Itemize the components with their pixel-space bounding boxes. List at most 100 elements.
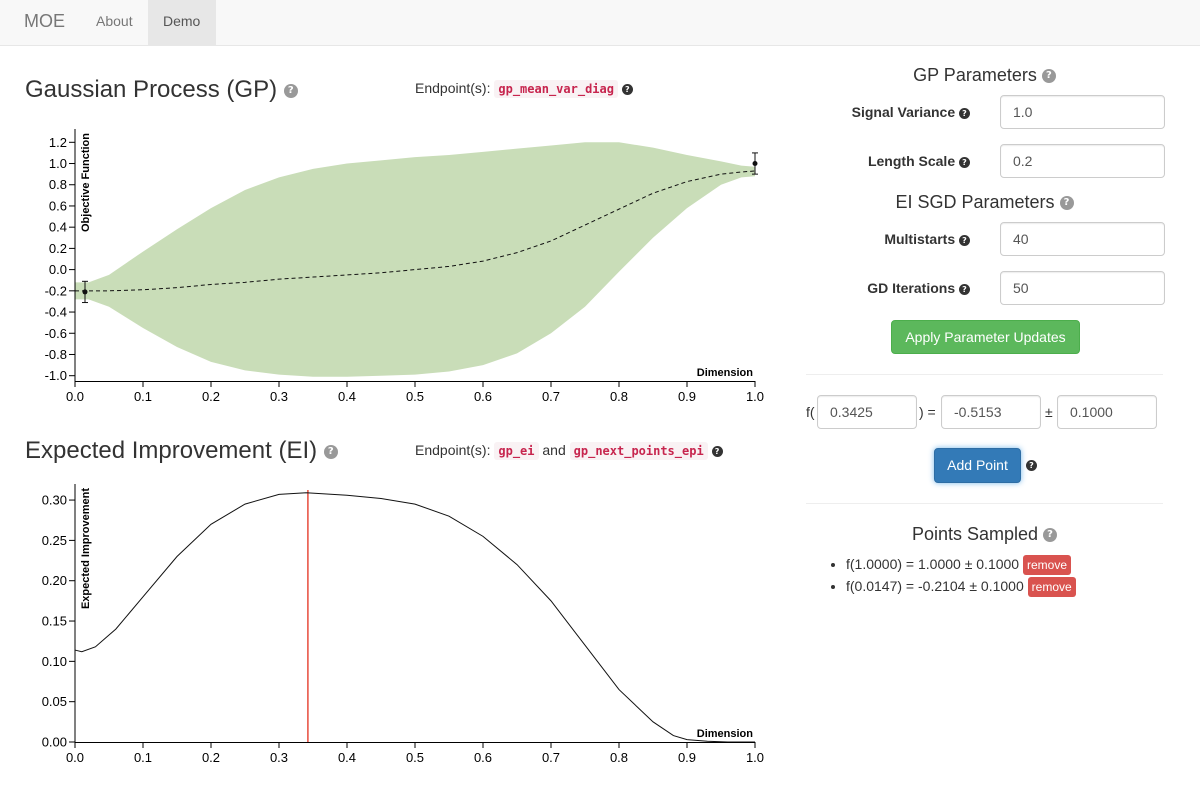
sampled-point — [82, 289, 88, 295]
multistarts-label-text: Multistarts — [884, 231, 956, 247]
gd-iterations-label: GD Iterations ? — [867, 280, 970, 296]
gd-iterations-label-text: GD Iterations — [867, 280, 956, 296]
point-noise-input[interactable]: 0.1000 — [1057, 395, 1157, 429]
divider-2 — [806, 503, 1163, 504]
y-tick-label: -0.8 — [45, 347, 67, 362]
list-item: f(1.0000) = 1.0000 ± 0.1000 remove — [846, 553, 1076, 576]
multistarts-help-icon[interactable]: ? — [959, 234, 970, 246]
point-y-input[interactable]: -0.5153 — [941, 395, 1041, 429]
y-tick-label: -0.6 — [45, 326, 67, 341]
x-tick-label: 0.0 — [66, 389, 84, 404]
ei-title-text: Expected Improvement (EI) — [25, 437, 318, 464]
gp-endpoints: Endpoint(s): gp_mean_var_diag ? — [415, 80, 633, 98]
x-tick-label: 0.7 — [542, 750, 560, 765]
x-tick-label: 0.3 — [270, 750, 288, 765]
x-tick-label: 1.0 — [746, 750, 764, 765]
points-sampled-heading-text: Points Sampled — [911, 524, 1039, 544]
y-tick-label: 0.8 — [49, 177, 67, 192]
y-tick-label: -1.0 — [45, 368, 67, 383]
x-tick-label: 0.2 — [202, 750, 220, 765]
length-scale-help-icon[interactable]: ? — [959, 156, 970, 168]
x-tick-label: 0.2 — [202, 389, 220, 404]
gp-endpoint-help-icon[interactable]: ? — [621, 83, 633, 95]
gp-endpoints-label: Endpoint(s): — [415, 80, 491, 96]
x-tick-label: 0.9 — [678, 389, 696, 404]
plus-minus-label: ± — [1045, 404, 1053, 420]
length-scale-input[interactable]: 0.2 — [1000, 144, 1165, 178]
x-tick-label: 0.8 — [610, 750, 628, 765]
ei-help-icon[interactable]: ? — [323, 444, 338, 459]
gp-help-icon[interactable]: ? — [283, 83, 298, 98]
y-tick-label: 0.25 — [42, 533, 67, 548]
gp-endpoint-code: gp_mean_var_diag — [494, 80, 618, 98]
remove-point-button[interactable]: remove — [1027, 577, 1076, 598]
gp-title-text: Gaussian Process (GP) — [25, 76, 278, 103]
x-tick-label: 0.9 — [678, 750, 696, 765]
ei-chart: 0.0 0.1 0.2 0.3 0.4 0.5 0.6 0.7 0.8 0.9 1.0 0.00 0.0… — [42, 484, 764, 765]
x-tick-label: 0.1 — [134, 389, 152, 404]
y-tick-label: -0.2 — [45, 283, 67, 298]
y-tick-label: -0.4 — [45, 305, 67, 320]
y-tick-label: 0.6 — [49, 198, 67, 213]
x-tick-label: 0.1 — [134, 750, 152, 765]
y-tick-label: 1.0 — [49, 156, 67, 171]
ei-endpoint-joiner: and — [542, 442, 566, 458]
mean-line — [75, 170, 756, 292]
y-tick-label: 1.2 — [49, 135, 67, 150]
remove-point-button[interactable]: remove — [1022, 555, 1071, 576]
points-sampled-help-icon[interactable]: ? — [1043, 528, 1058, 543]
ei-endpoints-label: Endpoint(s): — [415, 442, 491, 458]
signal-variance-label-text: Signal Variance — [851, 104, 956, 120]
multistarts-input[interactable]: 40 — [1000, 222, 1165, 256]
gd-iterations-help-icon[interactable]: ? — [959, 283, 970, 295]
x-axis-label: Dimension — [697, 367, 754, 379]
x-axis-label: Dimension — [697, 728, 754, 740]
x-tick-label: 0.0 — [66, 750, 84, 765]
brand-logo[interactable]: MOE — [24, 11, 66, 31]
y-tick-label: 0.0 — [49, 262, 67, 277]
point-x-input[interactable]: 0.3425 — [817, 395, 917, 429]
x-tick-label: 0.4 — [338, 389, 356, 404]
confidence-band — [75, 142, 755, 377]
signal-variance-input[interactable]: 1.0 — [1000, 95, 1165, 129]
gd-iterations-input[interactable]: 50 — [1000, 271, 1165, 305]
y-tick-label: 0.00 — [42, 735, 67, 750]
ei-endpoint-code-2: gp_next_points_epi — [569, 442, 708, 460]
signal-variance-label: Signal Variance ? — [852, 104, 970, 120]
divider-1 — [806, 374, 1163, 375]
ei-sgd-heading: EI SGD Parameters ? — [806, 192, 1163, 213]
points-sampled-list: f(1.0000) = 1.0000 ± 0.1000 remove f(0.0… — [826, 553, 1076, 598]
ei-line — [74, 492, 755, 743]
y-axis-label: Expected Improvement — [80, 488, 92, 609]
x-tick-label: 0.3 — [270, 389, 288, 404]
y-tick-label: 0.30 — [42, 493, 67, 508]
ei-endpoint-code-1: gp_ei — [494, 442, 539, 460]
gp-chart: 0.0 0.1 0.2 0.3 0.4 0.5 0.6 0.7 0.8 0.9 1.0 -1.0 -0.… — [45, 129, 764, 404]
x-tick-label: 0.6 — [474, 389, 492, 404]
y-tick-label: 0.20 — [42, 573, 67, 588]
length-scale-label: Length Scale ? — [868, 153, 970, 169]
ei-sgd-help-icon[interactable]: ? — [1059, 196, 1074, 211]
point-text: f(0.0147) = -0.2104 ± 0.1000 — [846, 578, 1024, 594]
nav-demo[interactable]: Demo — [148, 0, 216, 45]
nav-about[interactable]: About — [96, 13, 133, 29]
y-tick-label: 0.4 — [49, 220, 67, 235]
ei-sgd-heading-text: EI SGD Parameters — [895, 192, 1055, 212]
gp-params-help-icon[interactable]: ? — [1041, 69, 1056, 84]
y-tick-label: 0.05 — [42, 694, 67, 709]
apply-parameter-updates-button[interactable]: Apply Parameter Updates — [891, 320, 1080, 354]
ei-endpoints: Endpoint(s): gp_ei and gp_next_points_ep… — [415, 442, 723, 460]
add-point-button[interactable]: Add Point — [934, 448, 1021, 483]
gp-params-heading-text: GP Parameters — [913, 65, 1037, 85]
signal-variance-help-icon[interactable]: ? — [959, 107, 970, 119]
f-open-label: f( — [806, 404, 815, 420]
gp-params-heading: GP Parameters ? — [806, 65, 1163, 86]
y-tick-label: 0.2 — [49, 241, 67, 256]
add-point-help-icon[interactable]: ? — [1026, 460, 1037, 471]
x-tick-label: 1.0 — [746, 389, 764, 404]
list-item: f(0.0147) = -0.2104 ± 0.1000 remove — [846, 575, 1076, 598]
ei-endpoint-help-icon[interactable]: ? — [711, 445, 723, 457]
x-tick-label: 0.4 — [338, 750, 356, 765]
y-tick-label: 0.10 — [42, 654, 67, 669]
ei-title: Expected Improvement (EI) ? — [25, 437, 338, 465]
